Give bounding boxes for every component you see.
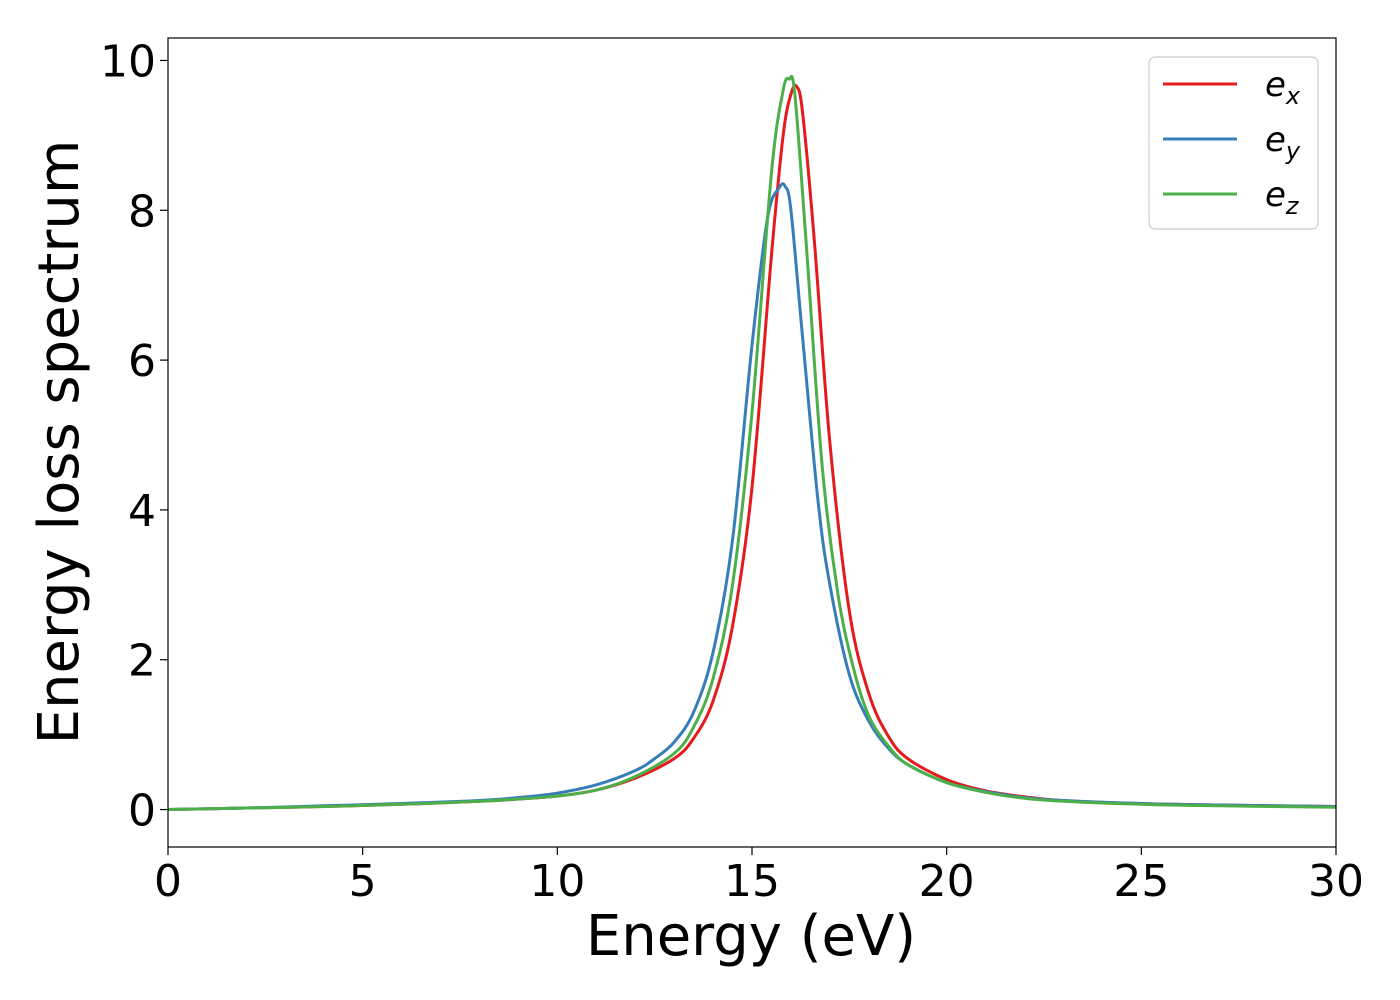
y-axis-label: Energy loss spectrum — [27, 140, 92, 745]
legend-box — [1148, 56, 1319, 230]
y-tick-label: 10 — [100, 36, 156, 87]
x-axis-label: Energy (eV) — [586, 904, 916, 969]
plot-area — [167, 37, 1337, 848]
x-tick-label: 30 — [1308, 856, 1364, 907]
y-tick-label: 8 — [128, 186, 156, 237]
y-tick-label: 4 — [128, 486, 156, 537]
legend: ex ey ez — [1148, 56, 1319, 230]
legend-label-ey: ey — [1265, 120, 1301, 165]
legend-label-ex: ex — [1265, 65, 1301, 110]
x-tick-label: 15 — [724, 856, 780, 907]
x-tick-label: 25 — [1113, 856, 1169, 907]
x-tick-label: 0 — [154, 856, 182, 907]
y-axis: 0 2 4 6 8 10 — [100, 36, 168, 837]
y-tick-label: 6 — [128, 336, 156, 387]
x-axis: 0 5 10 15 20 25 30 — [154, 847, 1364, 907]
x-tick-label: 10 — [529, 856, 585, 907]
series-line-ez — [168, 74, 1336, 812]
x-tick-label: 5 — [349, 856, 377, 907]
x-tick-label: 20 — [919, 856, 975, 907]
y-tick-label: 2 — [128, 636, 156, 687]
legend-label-ez: ez — [1265, 175, 1300, 220]
y-tick-label: 0 — [128, 786, 156, 837]
